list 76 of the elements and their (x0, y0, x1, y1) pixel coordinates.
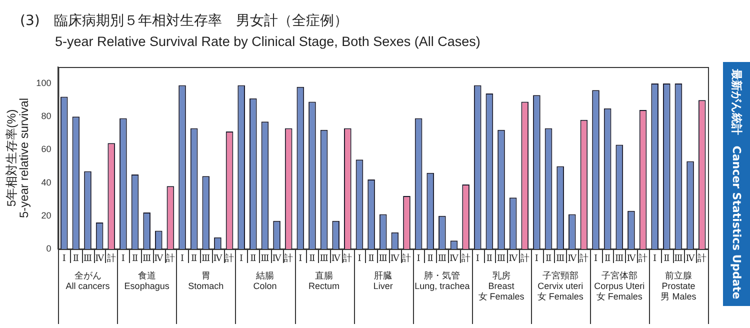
text: 計 (166, 254, 175, 264)
chart-title: (3) 臨床病期別５年相対生存率 男女計（全症例） (20, 12, 348, 30)
x-tick-label: 肺・気管 Lung, trachea (414, 270, 470, 291)
text: 最新がん統計 Cancer Statistics Update (729, 68, 743, 302)
text: Ⅲ (142, 254, 152, 264)
text: Ⅲ (83, 254, 92, 264)
text: 計 (343, 254, 352, 264)
text: Ⅳ (686, 254, 695, 264)
text: Ⅲ (320, 254, 328, 264)
series-label: Ⅳ (154, 254, 164, 264)
text: Ⅲ (202, 254, 210, 264)
text: Ⅳ (626, 254, 636, 264)
text: 計 (638, 254, 648, 264)
text: Ⅰ (358, 254, 362, 264)
text: Ⅰ (240, 254, 244, 264)
x-tick-label: 食道 Esophagus (124, 270, 170, 291)
text: Ⅱ (132, 254, 138, 264)
text: 計 (225, 254, 234, 264)
text: Ⅰ (594, 254, 598, 264)
text: Ⅰ (534, 254, 538, 264)
text: 計 (520, 254, 530, 264)
text: Ⅱ (250, 254, 256, 264)
text: Ⅲ (674, 254, 683, 264)
x-tick-label: 結腸 Colon (253, 270, 277, 291)
text: Ⅰ (180, 254, 184, 264)
text: Ⅱ (72, 254, 79, 264)
text: Ⅳ (331, 254, 340, 264)
y-tick-label: 80 (41, 111, 52, 122)
y-tick-label: 40 (41, 177, 52, 188)
text: 計 (284, 254, 294, 264)
text: 計 (579, 254, 588, 264)
text: Ⅳ (508, 254, 518, 264)
text: Ⅰ (476, 254, 480, 264)
text: 計 (106, 254, 116, 264)
text: Ⅳ (272, 254, 282, 264)
y-axis-title: 5年相対生存率(%) 5-year relative survival (4, 98, 32, 218)
text: Ⅳ (95, 254, 104, 264)
series-label: Ⅰ (62, 254, 66, 264)
text: Ⅱ (486, 254, 492, 264)
text: Ⅰ (653, 254, 657, 264)
text: Ⅲ (496, 254, 506, 264)
x-tick-label: 子宮体部 Corpus Uteri 女 Females (594, 270, 645, 302)
y-tick-label: 100 (36, 78, 52, 88)
x-tick-label: 肝臓 Liver (373, 270, 393, 291)
y-tick-label: 0 (46, 243, 52, 254)
text: Ⅳ (568, 254, 577, 264)
x-tick-label: 全がん All cancers (66, 270, 110, 291)
chart-subtitle: 5-year Relative Survival Rate by Clinical Stage, Both Sexes (All Cases) (55, 34, 480, 49)
text: Ⅱ (604, 254, 611, 264)
text: Ⅰ (298, 254, 302, 264)
text: 計 (402, 254, 412, 264)
y-tick-label: 20 (41, 210, 52, 220)
x-tick-label: 前立腺 Prostate 男 Males (660, 270, 697, 302)
text: Ⅱ (427, 254, 434, 264)
series-label: Ⅲ (556, 254, 565, 264)
x-tick-label: 直腸 Rectum (308, 270, 340, 291)
x-tick-label: 子宮頸部 Cervix uteri 女 Females (537, 270, 584, 302)
text: Ⅱ (545, 254, 552, 264)
series-label: Ⅱ (191, 254, 198, 264)
text: Ⅳ (213, 254, 222, 264)
x-tick-label: 乳房 Breast 女 Females (478, 270, 525, 302)
text: Ⅱ (664, 254, 670, 264)
text: Ⅳ (449, 254, 458, 264)
text: 計 (461, 254, 470, 264)
x-tick-label: 胃 Stomach (188, 270, 224, 291)
text: Ⅲ (615, 254, 624, 264)
y-tick-label: 60 (41, 144, 52, 154)
text: Ⅳ (390, 254, 400, 264)
text: Ⅱ (309, 254, 316, 264)
text: Ⅲ (438, 254, 447, 264)
text: Ⅰ (416, 254, 420, 264)
text: Ⅱ (368, 254, 374, 264)
series-label: 計 (698, 252, 707, 264)
text: Ⅰ (121, 254, 125, 264)
text: Ⅲ (378, 254, 388, 264)
text: Ⅲ (260, 254, 270, 264)
